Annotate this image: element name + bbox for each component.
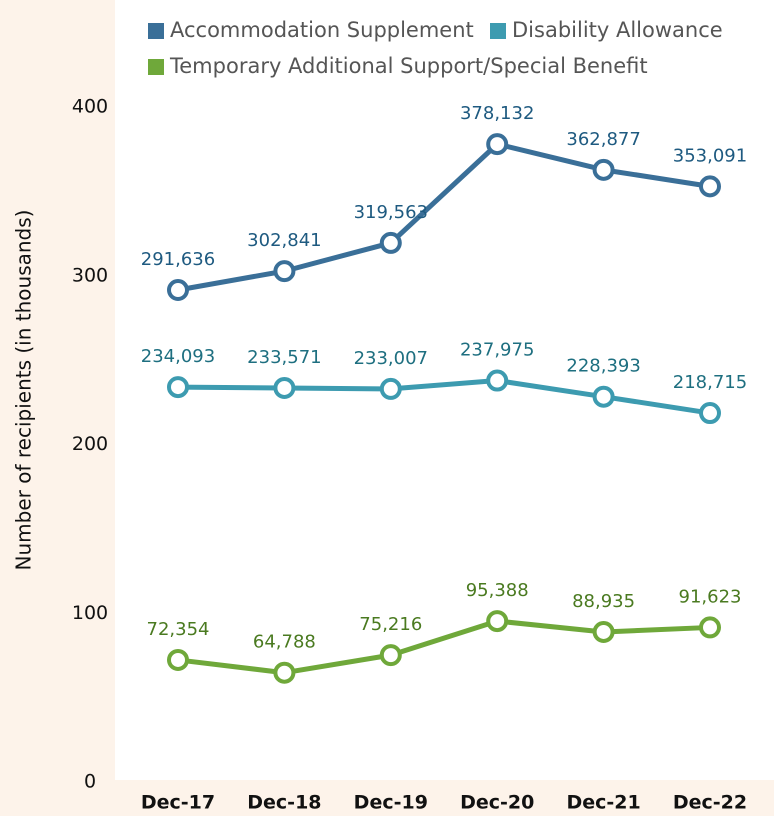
point [273,376,296,399]
legend-label: Temporary Additional Support/Special Ben… [169,54,648,78]
point [167,279,189,302]
x-tick-label: Dec-17 [141,792,215,814]
series-line [177,141,711,293]
point [699,175,721,198]
series-line [177,378,711,416]
point [167,648,189,671]
data-label: 234,093 [141,346,215,367]
data-label: 353,091 [673,145,747,166]
data-label: 228,393 [566,356,640,377]
x-tick-label: Dec-20 [460,792,534,814]
point [379,377,402,400]
legend-label: Disability Allowance [512,18,723,42]
y-tick-label: 0 [84,771,96,793]
x-tick-label: Dec-21 [566,792,640,814]
data-label: 302,841 [247,230,321,251]
data-label: 72,354 [147,619,210,640]
legend-label: Accommodation Supplement [170,18,474,42]
legend-swatch [148,59,164,75]
plot-area [115,0,774,780]
point [699,616,721,639]
y-tick-label: 200 [72,433,108,455]
legend-swatch [148,23,164,39]
point [273,260,296,283]
data-label: 362,877 [566,129,640,150]
data-label: 378,132 [460,103,534,124]
point [167,376,189,399]
point [379,231,402,254]
point [486,369,509,392]
data-label: 319,563 [354,202,428,223]
point [592,158,615,181]
point [486,133,509,156]
series-line [177,618,711,676]
point [592,620,615,643]
x-tick-label: Dec-22 [673,792,747,814]
data-label: 95,388 [466,580,529,601]
x-tick-label: Dec-18 [247,792,321,814]
data-label: 218,715 [673,372,747,393]
y-tick-label: 400 [72,96,108,118]
y-tick-label: 300 [72,264,108,286]
data-label: 291,636 [141,249,215,270]
data-label: 88,935 [572,591,635,612]
point [486,610,509,633]
point [379,644,402,667]
y-axis-label: Number of recipients (in thousands) [12,210,36,571]
point [699,402,721,425]
point [273,661,296,684]
point [592,385,615,408]
data-label: 237,975 [460,340,534,361]
data-label: 75,216 [359,614,422,635]
data-label: 64,788 [253,632,316,653]
y-tick-label: 100 [72,602,108,624]
legend-swatch [490,23,506,39]
data-label: 91,623 [679,586,742,607]
data-label: 233,571 [247,347,321,368]
data-label: 233,007 [354,348,428,369]
x-tick-label: Dec-19 [354,792,428,814]
